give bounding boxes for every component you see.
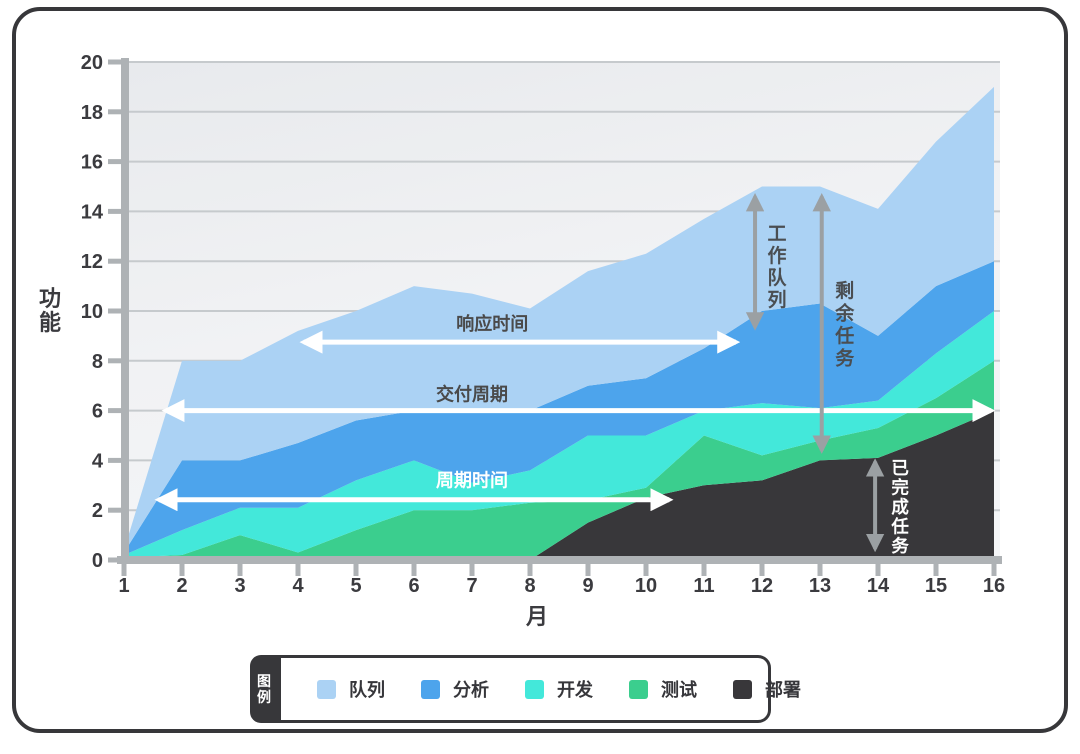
x-tick-label-7: 7	[466, 575, 477, 597]
x-tick-label-6: 6	[408, 575, 419, 597]
x-tick-8	[527, 564, 533, 576]
y-tick-6	[108, 408, 121, 414]
annotation-vertical-label-1: 剩余任务	[834, 280, 855, 370]
x-tick-5	[353, 564, 359, 576]
x-tick-13	[817, 564, 823, 576]
x-tick-label-16: 16	[983, 575, 1005, 597]
annotation-vertical-label-2: 已完成任务	[890, 458, 909, 556]
x-axis-title: 月	[525, 604, 548, 629]
x-tick-12	[759, 564, 765, 576]
x-tick-label-1: 1	[118, 575, 129, 597]
legend: 图例 队列 分析 开发 测试 部署	[250, 655, 801, 723]
area-series-1	[124, 360, 994, 560]
area-series-0	[124, 410, 994, 560]
legend-swatch-1	[421, 679, 440, 699]
y-axis-bar	[121, 58, 129, 564]
y-tick-12	[108, 258, 121, 264]
annotations: 响应时间交付周期周期时间 工作队列剩余任务已完成任务	[154, 193, 996, 556]
axes	[108, 58, 1002, 576]
y-tick-label-6: 6	[92, 401, 103, 423]
x-tick-6	[411, 564, 417, 576]
x-tick-label-2: 2	[176, 575, 187, 597]
legend-label-0: 队列	[349, 680, 385, 700]
legend-label-4: 部署	[765, 680, 801, 700]
legend-swatch-4	[733, 679, 752, 699]
legend-item-0: 队列	[317, 676, 385, 702]
legend-label-1: 分析	[453, 680, 489, 700]
x-axis-bar	[117, 556, 1002, 564]
x-tick-label-11: 11	[693, 575, 714, 597]
y-tick-label-12: 12	[81, 251, 103, 273]
legend-item-4: 部署	[733, 676, 801, 702]
y-tick-10	[108, 308, 121, 314]
legend-label-2: 开发	[557, 680, 593, 700]
legend-tab: 图例	[250, 655, 278, 723]
x-tick-label-13: 13	[809, 575, 831, 597]
x-tick-2	[179, 564, 185, 576]
x-tick-label-15: 15	[925, 575, 947, 597]
annotation-label-0: 响应时间	[456, 313, 528, 334]
area-series-4	[124, 86, 994, 553]
x-tick-15	[933, 564, 939, 576]
y-tick-18	[108, 109, 121, 115]
legend-item-1: 分析	[421, 676, 489, 702]
x-tick-14	[875, 564, 881, 576]
legend-swatch-3	[629, 679, 648, 699]
x-tick-9	[585, 564, 591, 576]
y-tick-0	[108, 557, 121, 563]
y-tick-label-16: 16	[81, 152, 103, 174]
x-tick-label-10: 10	[635, 575, 657, 597]
x-tick-11	[701, 564, 707, 576]
legend-label-3: 测试	[661, 680, 697, 700]
y-tick-2	[108, 507, 121, 513]
x-tick-label-5: 5	[350, 575, 361, 597]
x-tick-label-4: 4	[292, 575, 304, 597]
y-axis-title: 功能	[39, 286, 61, 335]
x-tick-3	[237, 564, 243, 576]
y-tick-label-2: 2	[92, 500, 103, 522]
x-tick-label-9: 9	[582, 575, 593, 597]
y-tick-16	[108, 159, 121, 165]
legend-tab-char-0: 图	[257, 673, 271, 689]
y-tick-20	[108, 59, 121, 65]
y-tick-label-10: 10	[81, 301, 103, 323]
legend-item-3: 测试	[629, 676, 697, 702]
y-tick-4	[108, 457, 121, 463]
x-tick-10	[643, 564, 649, 576]
annotation-label-2: 周期时间	[436, 471, 508, 491]
chart-frame	[12, 7, 1068, 733]
x-tick-1	[121, 564, 127, 576]
legend-swatch-0	[317, 679, 336, 699]
x-tick-label-3: 3	[234, 575, 245, 597]
y-tick-label-8: 8	[92, 351, 103, 373]
x-tick-label-14: 14	[867, 575, 890, 597]
legend-box: 队列 分析 开发 测试 部署	[278, 655, 801, 723]
annotation-vertical-label-0: 工作队列	[768, 224, 788, 311]
annotation-label-1: 交付周期	[436, 384, 508, 405]
y-tick-label-18: 18	[81, 102, 103, 124]
y-tick-label-14: 14	[81, 201, 104, 223]
y-tick-label-0: 0	[92, 550, 103, 572]
x-tick-16	[991, 564, 997, 576]
legend-swatch-2	[525, 679, 544, 699]
y-tick-14	[108, 208, 121, 214]
x-tick-label-12: 12	[751, 575, 773, 597]
x-tick-4	[295, 564, 301, 576]
y-tick-label-4: 4	[92, 450, 104, 472]
y-tick-8	[108, 358, 121, 364]
legend-tab-char-1: 例	[257, 689, 271, 705]
y-tick-label-20: 20	[81, 52, 103, 74]
x-tick-7	[469, 564, 475, 576]
legend-item-2: 开发	[525, 676, 593, 702]
x-tick-label-8: 8	[524, 575, 535, 597]
